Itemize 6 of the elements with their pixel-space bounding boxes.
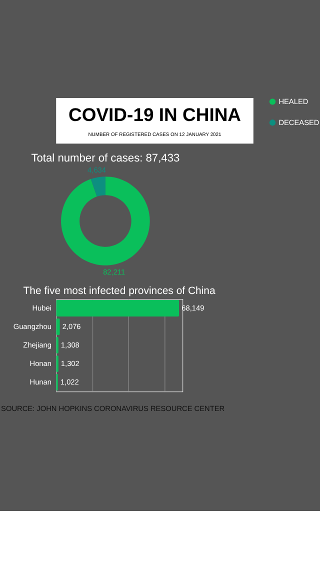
donut-slice bbox=[90, 176, 106, 197]
text: COVID-19 IN CHINA bbox=[68, 104, 242, 125]
text: Total number of cases: 87,433 bbox=[31, 152, 180, 164]
bar bbox=[56, 300, 180, 317]
donut-slice bbox=[61, 176, 150, 266]
chart-title: The five most infected provinces of China bbox=[23, 286, 216, 298]
